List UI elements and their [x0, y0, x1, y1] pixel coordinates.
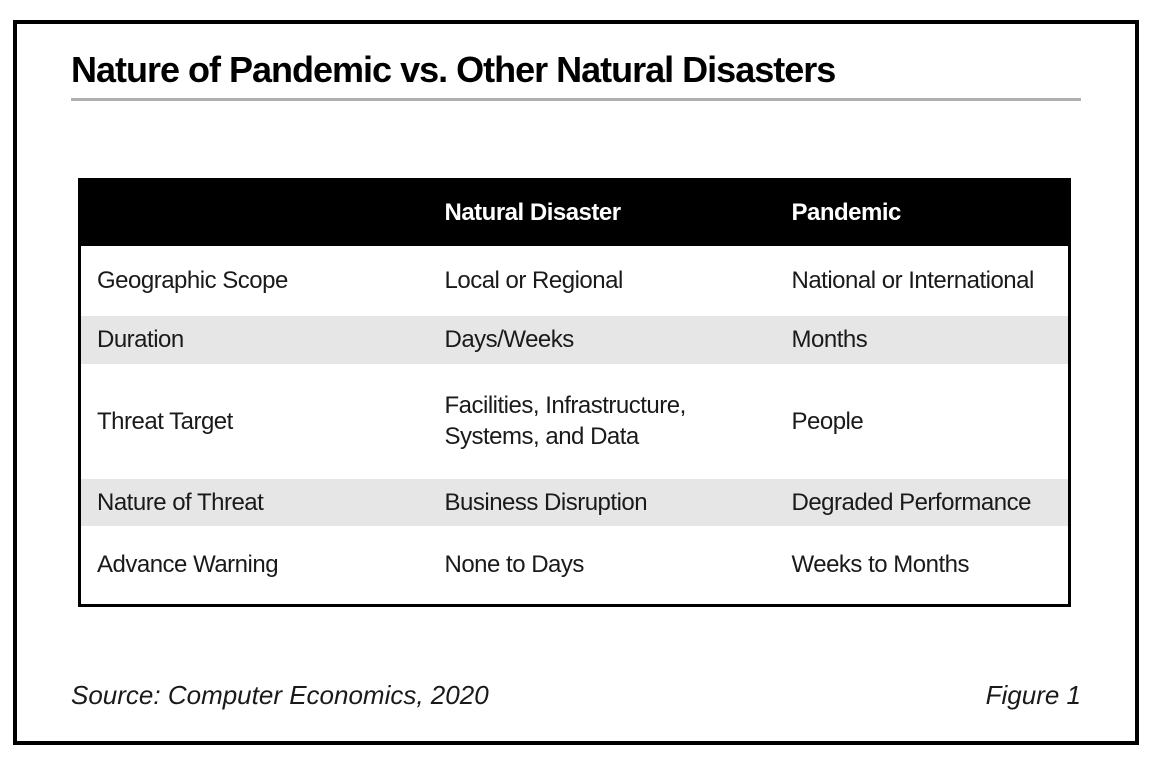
source-note: Source: Computer Economics, 2020 — [71, 680, 489, 710]
row-label: Advance Warning — [97, 551, 279, 579]
natural-disaster-value: Days/Weeks — [444, 326, 575, 353]
row-label: Duration — [97, 326, 184, 353]
row-label: Geographic Scope — [97, 267, 288, 294]
pandemic-value: Months — [791, 326, 868, 353]
pandemic-value: Degraded Performance — [791, 488, 1032, 516]
pandemic-value: Weeks to Months — [791, 551, 970, 579]
table-row-nature-of-threat: Nature of Threat Business Disruption Deg… — [79, 478, 1070, 526]
header-cell-natural-disaster: Natural Disaster — [444, 199, 622, 227]
comparison-table: Natural Disaster Pandemic Geographic Sco… — [78, 178, 1071, 607]
title-divider — [71, 98, 1081, 101]
header-cell-pandemic: Pandemic — [791, 199, 902, 227]
natural-disaster-value: None to Days — [444, 551, 585, 579]
header-cell-blank — [80, 180, 429, 246]
row-label: Nature of Threat — [97, 488, 264, 516]
row-label: Threat Target — [97, 407, 233, 435]
natural-disaster-value: Facilities, Infrastructure, Systems, and… — [444, 392, 687, 450]
natural-disaster-value: Business Disruption — [444, 488, 648, 516]
table-row-duration: Duration Days/Weeks Months — [79, 315, 1070, 364]
table-header-row: Natural Disaster Pandemic — [79, 179, 1070, 246]
pandemic-value: National or International — [791, 267, 1035, 294]
natural-disaster-value: Local or Regional — [444, 267, 624, 294]
pandemic-value: People — [791, 407, 864, 435]
figure-title: Nature of Pandemic vs. Other Natural Dis… — [71, 49, 836, 90]
table-row-threat-target: Threat Target Facilities, Infrastructure… — [80, 364, 1070, 479]
figure-label: Figure 1 — [985, 680, 1081, 710]
figure-frame: Nature of Pandemic vs. Other Natural Dis… — [13, 20, 1139, 745]
table-row-geographic-scope: Geographic Scope Local or Regional Natio… — [80, 246, 1070, 316]
table-row-advance-warning: Advance Warning None to Days Weeks to Mo… — [80, 526, 1070, 606]
